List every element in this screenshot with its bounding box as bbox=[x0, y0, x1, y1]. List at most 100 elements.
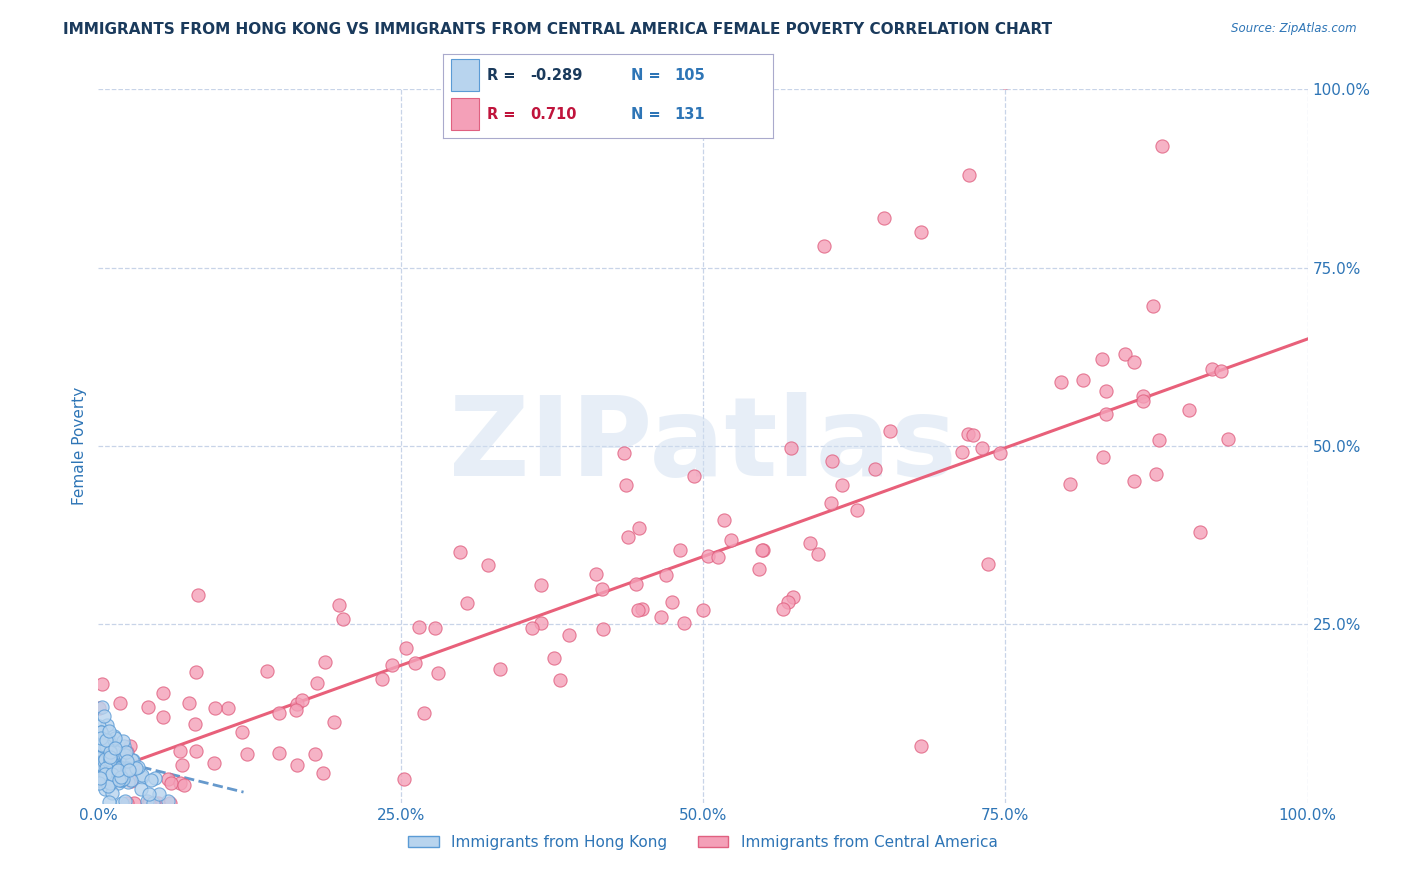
Point bbox=[89, 719, 111, 733]
Point bbox=[98, 757, 121, 772]
Point bbox=[707, 550, 730, 565]
Point bbox=[285, 698, 308, 712]
Point bbox=[1132, 394, 1154, 409]
Point bbox=[256, 664, 278, 678]
Point bbox=[910, 739, 932, 753]
Point bbox=[98, 750, 121, 764]
Point bbox=[821, 454, 844, 468]
Point bbox=[672, 616, 695, 631]
Point bbox=[94, 781, 117, 796]
Point bbox=[627, 521, 650, 535]
Point bbox=[160, 776, 183, 790]
Point bbox=[408, 620, 430, 634]
Bar bbox=[451, 59, 479, 91]
Point bbox=[332, 612, 354, 626]
Point bbox=[97, 772, 120, 787]
Point bbox=[404, 656, 426, 670]
Text: ZIPatlas: ZIPatlas bbox=[449, 392, 957, 500]
Point bbox=[105, 765, 128, 780]
Point bbox=[311, 765, 333, 780]
Point bbox=[101, 763, 124, 777]
Y-axis label: Female Poverty: Female Poverty bbox=[72, 387, 87, 505]
Point bbox=[90, 724, 112, 739]
Point bbox=[110, 773, 132, 788]
Point bbox=[120, 739, 142, 754]
Point bbox=[267, 706, 290, 721]
Point bbox=[117, 754, 139, 768]
Point bbox=[977, 558, 1000, 572]
Point bbox=[108, 696, 131, 710]
Point bbox=[626, 602, 648, 616]
Point bbox=[1114, 347, 1136, 361]
Point bbox=[613, 446, 636, 460]
Point bbox=[305, 675, 328, 690]
Point bbox=[127, 760, 149, 774]
Point bbox=[131, 770, 153, 784]
Point bbox=[371, 672, 394, 686]
Point bbox=[98, 748, 121, 763]
Point bbox=[1142, 299, 1164, 313]
Point bbox=[131, 782, 153, 797]
Point bbox=[117, 796, 139, 810]
Point bbox=[304, 747, 326, 762]
Point bbox=[89, 732, 111, 747]
Point bbox=[112, 739, 135, 754]
Point bbox=[100, 734, 122, 748]
Point bbox=[104, 731, 127, 746]
Point bbox=[1132, 389, 1154, 403]
Point bbox=[108, 768, 131, 782]
Point bbox=[522, 621, 544, 635]
Point bbox=[107, 776, 129, 790]
Point bbox=[111, 772, 134, 786]
Point bbox=[1216, 432, 1239, 446]
Point bbox=[187, 589, 209, 603]
Point bbox=[122, 760, 145, 774]
Point bbox=[820, 496, 842, 510]
Point bbox=[91, 759, 114, 773]
Point bbox=[142, 796, 165, 810]
Point bbox=[661, 595, 683, 609]
Point bbox=[138, 796, 160, 810]
Point bbox=[148, 787, 170, 801]
Point bbox=[994, 75, 1017, 89]
Point bbox=[136, 794, 159, 808]
Point bbox=[93, 708, 115, 723]
Point bbox=[591, 582, 613, 597]
Point bbox=[683, 469, 706, 483]
Point bbox=[204, 700, 226, 714]
Point bbox=[93, 738, 115, 752]
Point bbox=[120, 769, 142, 783]
Point bbox=[121, 753, 143, 767]
Point bbox=[143, 796, 166, 810]
Point bbox=[314, 655, 336, 669]
Point bbox=[449, 545, 471, 559]
Point bbox=[111, 734, 134, 748]
Point bbox=[1049, 375, 1071, 389]
Point bbox=[950, 444, 973, 458]
Point bbox=[138, 787, 160, 801]
Point bbox=[90, 765, 112, 780]
Point bbox=[110, 772, 132, 787]
Point bbox=[173, 778, 195, 792]
Point bbox=[87, 772, 110, 787]
Point bbox=[115, 755, 138, 769]
Text: N =: N = bbox=[631, 68, 666, 83]
Point bbox=[121, 753, 143, 767]
Point bbox=[748, 562, 770, 576]
Point bbox=[107, 745, 129, 759]
Point bbox=[692, 603, 714, 617]
Point bbox=[117, 762, 139, 776]
Point bbox=[650, 610, 672, 624]
Point bbox=[96, 773, 118, 788]
Legend: Immigrants from Hong Kong, Immigrants from Central America: Immigrants from Hong Kong, Immigrants fr… bbox=[402, 829, 1004, 855]
Point bbox=[962, 427, 984, 442]
Point bbox=[101, 747, 124, 762]
Point bbox=[97, 775, 120, 789]
Point bbox=[863, 461, 886, 475]
Point bbox=[98, 750, 121, 764]
Point bbox=[143, 771, 166, 785]
Point bbox=[1123, 355, 1146, 369]
Point bbox=[120, 772, 142, 787]
Point bbox=[1091, 351, 1114, 366]
Point bbox=[392, 772, 415, 787]
